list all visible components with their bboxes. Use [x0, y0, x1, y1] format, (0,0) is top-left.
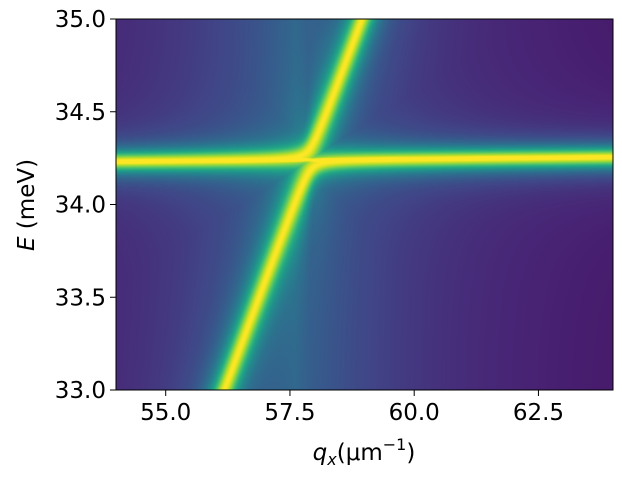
y-tick-label: 33.5: [55, 285, 106, 311]
x-axis-label: qx(μm−1): [313, 435, 416, 469]
y-axis-label: E (meV): [14, 159, 40, 251]
y-axis-ticks: 33.0 33.5 34.0 34.5 35.0: [55, 7, 116, 404]
y-tick-label: 33.0: [55, 378, 106, 404]
x-tick-label: 57.5: [264, 400, 315, 426]
x-tick-label: 62.5: [513, 400, 564, 426]
y-tick-label: 35.0: [55, 7, 106, 33]
x-axis-ticks: 55.0 57.5 60.0 62.5: [140, 390, 564, 426]
axes-frame: [115, 18, 614, 391]
heatmap-plot-area: [116, 19, 613, 390]
y-tick-label: 34.5: [55, 100, 106, 126]
x-tick-label: 55.0: [140, 400, 191, 426]
x-tick-label: 60.0: [389, 400, 440, 426]
heatmap-image: [116, 19, 613, 390]
y-tick-label: 34.0: [55, 193, 106, 219]
